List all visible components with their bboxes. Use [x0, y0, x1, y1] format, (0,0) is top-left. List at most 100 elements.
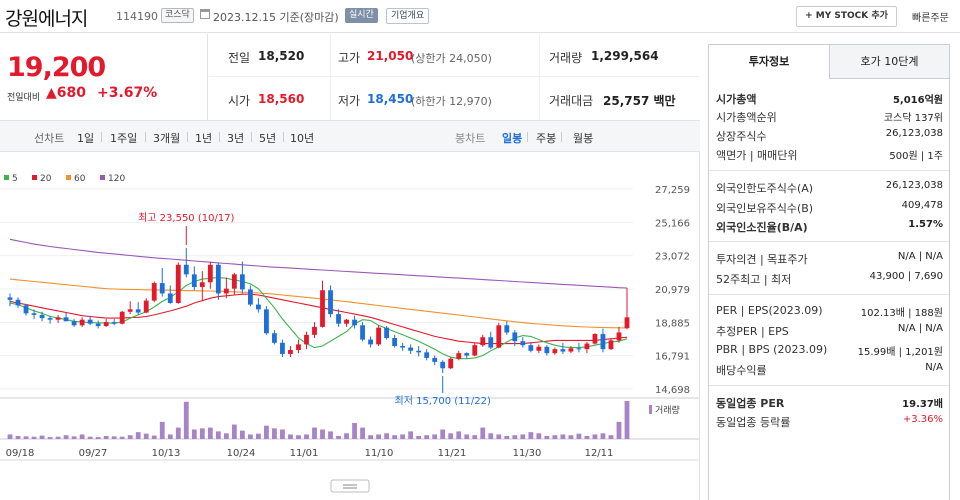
period-10y[interactable]: 10년: [290, 132, 315, 145]
period-1d[interactable]: 1일: [77, 132, 95, 145]
volume-bar: [408, 431, 414, 439]
volume-bar: [520, 434, 526, 439]
tab-investment-info[interactable]: 투자정보: [709, 45, 830, 79]
candle-body: [95, 323, 101, 327]
candle-body: [143, 300, 149, 313]
ma-legend-label: 60: [74, 174, 86, 184]
volume-bar: [320, 429, 325, 439]
volume-bar: [215, 431, 221, 439]
volume-bar: [304, 434, 309, 439]
candle-body: [320, 290, 325, 327]
candle-body: [119, 311, 125, 324]
market-cap-rank-row: 시가총액순위 코스닥 137위: [716, 111, 943, 124]
period-5y[interactable]: 5년: [259, 132, 277, 145]
candle-body: [111, 322, 117, 324]
chart-scroll-handle[interactable]: [330, 479, 370, 493]
candle-body: [231, 274, 237, 289]
period-1y[interactable]: 1년: [195, 132, 213, 145]
calendar-icon: [200, 9, 210, 19]
x-tick-label: 11/21: [438, 448, 467, 459]
volume-bar: [135, 432, 141, 439]
low-label: 저가: [338, 94, 361, 108]
volume-bar: [432, 434, 438, 439]
volume-bar: [280, 429, 285, 439]
pbr-bps-row: PBR | BPS (2023.09) 15.99배 | 1,201원: [716, 343, 943, 358]
volume-bar: [472, 435, 478, 439]
volume-bar: [600, 433, 606, 439]
candle-body: [456, 353, 462, 359]
candle-body: [280, 342, 285, 354]
candle-body: [384, 327, 390, 339]
candle-body: [616, 332, 622, 341]
change-value: ▲680: [46, 85, 87, 101]
candle-body: [127, 309, 133, 312]
candle-body: [223, 288, 229, 294]
price-chart-area: 27,259 25,166 23,072 20,979 18,885 16,791 14,6…: [0, 152, 700, 500]
volume-bar: [231, 424, 237, 439]
volume-bar: [79, 434, 85, 439]
volume-bar: [528, 432, 534, 439]
volume-bar: [464, 434, 470, 439]
candle-daily[interactable]: 일봉: [502, 132, 523, 145]
candle-body: [600, 334, 606, 350]
candle-body: [39, 314, 45, 319]
candle-body: [31, 313, 37, 315]
header-bar: 강원에너지 114190 코스닥 2023.12.15 기준(장마감) 실시간 …: [0, 0, 960, 33]
candle-body: [352, 319, 357, 326]
chart-toolbar: 선차트 1일 1주일 3개월 1년 3년 5년 10년 봉차트 일봉 주봉 월봉: [0, 120, 700, 152]
my-stock-add-button[interactable]: + MY STOCK 추가: [796, 6, 897, 27]
candle-weekly[interactable]: 주봉: [536, 132, 557, 145]
upper-limit: (상한가 24,050): [411, 52, 492, 65]
candle-body: [624, 317, 630, 329]
volume-bar: [512, 435, 518, 439]
candle-body: [488, 337, 494, 348]
candlestick-chart[interactable]: 27,259 25,166 23,072 20,979 18,885 16,791 14,6…: [0, 152, 699, 500]
period-3m[interactable]: 3개월: [153, 132, 181, 145]
ma-legend-swatch: [100, 175, 105, 180]
market-cap-row: 시가총액 5,016억원: [716, 93, 943, 106]
x-tick-label: 10/13: [152, 448, 181, 459]
period-1w[interactable]: 1주일: [110, 132, 138, 145]
candle-body: [328, 290, 333, 315]
volume-bar: [119, 436, 125, 439]
candle-body: [55, 317, 61, 320]
industry-per-row: 동일업종 PER 19.37배: [716, 397, 943, 410]
volume-bar: [344, 433, 349, 439]
tab-order-book[interactable]: 호가 10단계: [830, 45, 949, 79]
candle-body: [552, 349, 558, 354]
candle-body: [480, 337, 486, 346]
candle-body: [592, 334, 598, 344]
quick-order-link[interactable]: 빠른주문: [912, 13, 949, 24]
industry-change-row: 동일업종 등락률 +3.36%: [716, 414, 943, 429]
volume-bar: [536, 433, 542, 439]
ma-legend-label: 5: [12, 174, 18, 184]
shares-row: 상장주식수 26,123,038: [716, 128, 943, 143]
volume-bar: [288, 434, 293, 439]
candle-body: [288, 349, 293, 354]
y-tick-label: 27,259: [655, 185, 690, 196]
candle-body: [608, 340, 614, 350]
period-3y[interactable]: 3년: [227, 132, 245, 145]
volume-bar: [352, 423, 357, 439]
lower-limit: (하한가 12,970): [411, 95, 492, 108]
per-eps-row: PER | EPS(2023.09) 102.13배 | 188원: [716, 304, 943, 319]
investment-info-panel: 투자정보 호가 10단계 시가총액 5,016억원 시가총액순위 코스닥 137위 …: [708, 44, 950, 500]
volume-bar: [384, 433, 390, 439]
candle-body: [440, 361, 446, 369]
foreign-hold-row: 외국인보유주식수(B) 409,478: [716, 200, 943, 215]
volume-bar: [616, 421, 622, 439]
volume-bar: [207, 427, 213, 439]
company-overview-button[interactable]: 기업개요: [386, 8, 430, 24]
y-tick-label: 23,072: [655, 252, 690, 263]
opinion-row: 투자의견 | 목표주가 N/A | N/A: [716, 251, 943, 266]
candle-body: [264, 309, 269, 334]
volume-bar: [159, 421, 165, 439]
candle-monthly[interactable]: 월봉: [573, 132, 594, 145]
volume-bar: [7, 434, 13, 439]
low-value: 18,450: [367, 92, 414, 106]
candle-body: [23, 305, 29, 314]
volume-bar: [127, 435, 133, 439]
volume-bar: [312, 427, 317, 439]
candle-body: [103, 322, 109, 327]
volume-bar: [576, 433, 582, 439]
